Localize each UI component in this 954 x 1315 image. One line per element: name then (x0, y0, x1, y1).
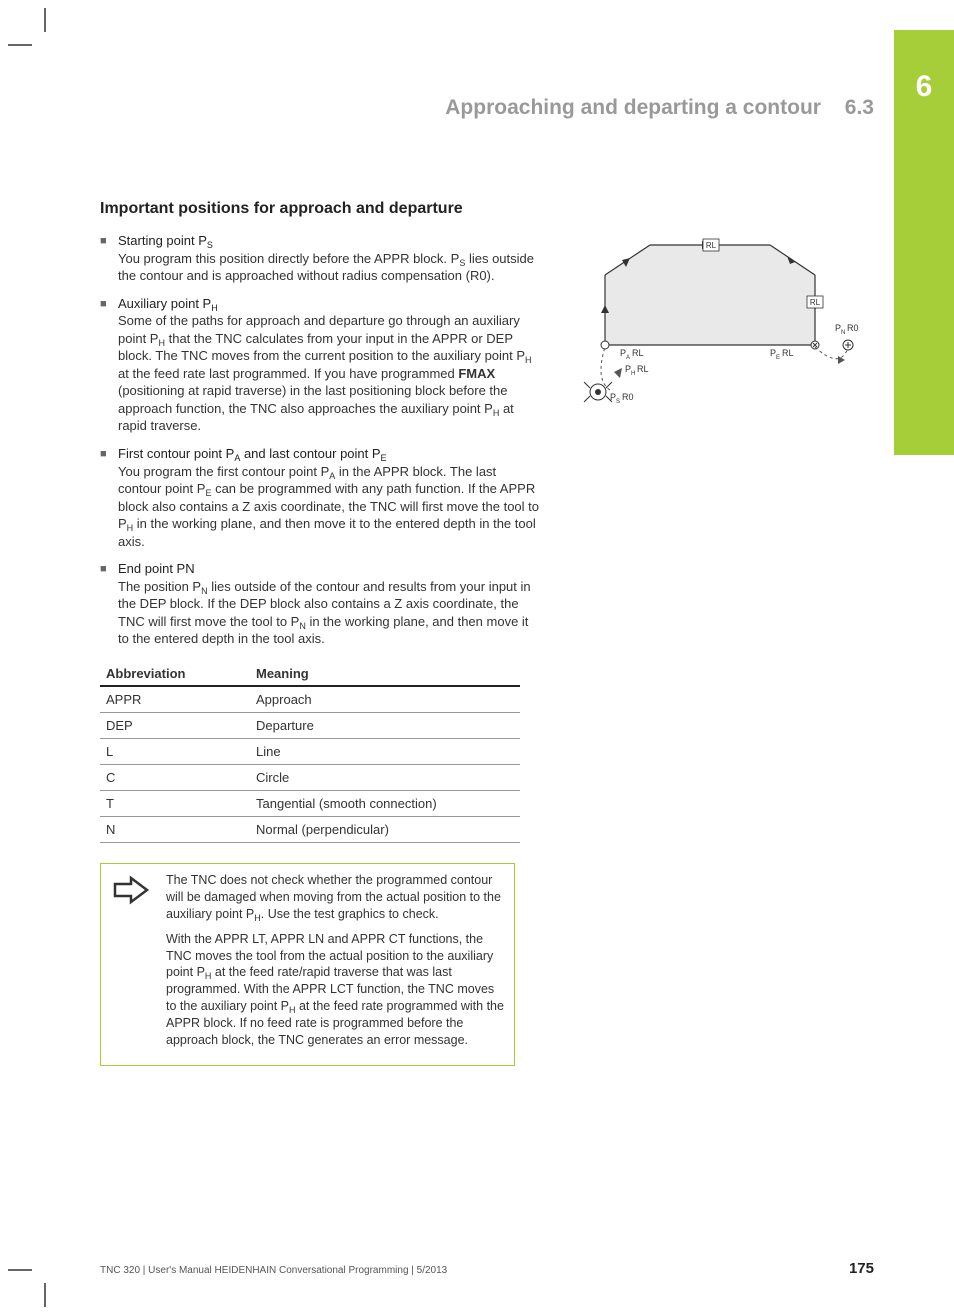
bullet-desc: You program this position directly befor… (118, 250, 540, 285)
cell-abbrev: DEP (100, 713, 250, 739)
bullet-desc: Some of the paths for approach and depar… (118, 312, 540, 435)
page-footer: TNC 320 | User's Manual HEIDENHAIN Conve… (100, 1260, 874, 1277)
cell-abbrev: C (100, 765, 250, 791)
footer-text: TNC 320 | User's Manual HEIDENHAIN Conve… (100, 1265, 447, 1276)
cell-abbrev: N (100, 817, 250, 843)
abbreviation-table: Abbreviation Meaning APPRApproachDEPDepa… (100, 662, 520, 843)
chapter-tab: 6 (894, 30, 954, 455)
table-row: APPRApproach (100, 686, 520, 713)
cell-abbrev: T (100, 791, 250, 817)
table-row: TTangential (smooth connection) (100, 791, 520, 817)
bullet-item: ■End point PNThe position PN lies outsid… (100, 560, 540, 648)
cell-abbrev: L (100, 739, 250, 765)
note-text: The TNC does not check whether the progr… (166, 872, 504, 1057)
cell-meaning: Circle (250, 765, 520, 791)
svg-text:S: S (616, 399, 620, 405)
svg-text:RL: RL (810, 298, 821, 307)
contour-diagram: RL RL PA RL PE RL PN R0 PH RL (580, 230, 860, 410)
cell-meaning: Tangential (smooth connection) (250, 791, 520, 817)
bullet-list: ■Starting point PSYou program this posit… (100, 232, 540, 648)
bullet-head: Auxiliary point PH (118, 295, 540, 313)
bullet-item: ■First contour point PA and last contour… (100, 445, 540, 550)
header-section: 6.3 (845, 96, 874, 119)
bullet-item: ■Starting point PSYou program this posit… (100, 232, 540, 285)
cell-abbrev: APPR (100, 686, 250, 713)
svg-text:H: H (631, 371, 635, 377)
cell-meaning: Normal (perpendicular) (250, 817, 520, 843)
bullet-head: First contour point PA and last contour … (118, 445, 540, 463)
svg-text:E: E (776, 355, 780, 361)
note-box: The TNC does not check whether the progr… (100, 863, 515, 1066)
table-row: CCircle (100, 765, 520, 791)
note-para-2: With the APPR LT, APPR LN and APPR CT fu… (166, 931, 504, 1049)
chapter-number: 6 (916, 70, 933, 104)
cell-meaning: Approach (250, 686, 520, 713)
bullet-marker-icon: ■ (100, 560, 118, 648)
table-header-abbrev: Abbreviation (100, 662, 250, 686)
svg-text:RL: RL (782, 348, 794, 358)
bullet-head: Starting point PS (118, 232, 540, 250)
bullet-item: ■Auxiliary point PHSome of the paths for… (100, 295, 540, 435)
bullet-marker-icon: ■ (100, 232, 118, 285)
bullet-head: End point PN (118, 560, 540, 578)
cell-meaning: Line (250, 739, 520, 765)
table-row: DEPDeparture (100, 713, 520, 739)
bullet-desc: The position PN lies outside of the cont… (118, 578, 540, 648)
svg-text:A: A (626, 355, 630, 361)
section-title: Important positions for approach and dep… (100, 200, 860, 218)
svg-text:R0: R0 (847, 323, 859, 333)
header-title: Approaching and departing a contour (445, 96, 821, 119)
bullet-marker-icon: ■ (100, 445, 118, 550)
page-number: 175 (849, 1260, 874, 1277)
svg-text:R0: R0 (622, 392, 634, 402)
note-arrow-icon (111, 872, 166, 1057)
bullet-desc: You program the first contour point PA i… (118, 463, 540, 551)
svg-text:N: N (841, 330, 845, 336)
svg-text:RL: RL (632, 348, 644, 358)
page-header: Approaching and departing a contour 6.3 (100, 96, 874, 120)
table-row: LLine (100, 739, 520, 765)
svg-text:RL: RL (706, 241, 717, 250)
svg-text:RL: RL (637, 364, 649, 374)
table-row: NNormal (perpendicular) (100, 817, 520, 843)
cell-meaning: Departure (250, 713, 520, 739)
bullet-marker-icon: ■ (100, 295, 118, 435)
note-para-1: The TNC does not check whether the progr… (166, 872, 504, 923)
table-header-meaning: Meaning (250, 662, 520, 686)
